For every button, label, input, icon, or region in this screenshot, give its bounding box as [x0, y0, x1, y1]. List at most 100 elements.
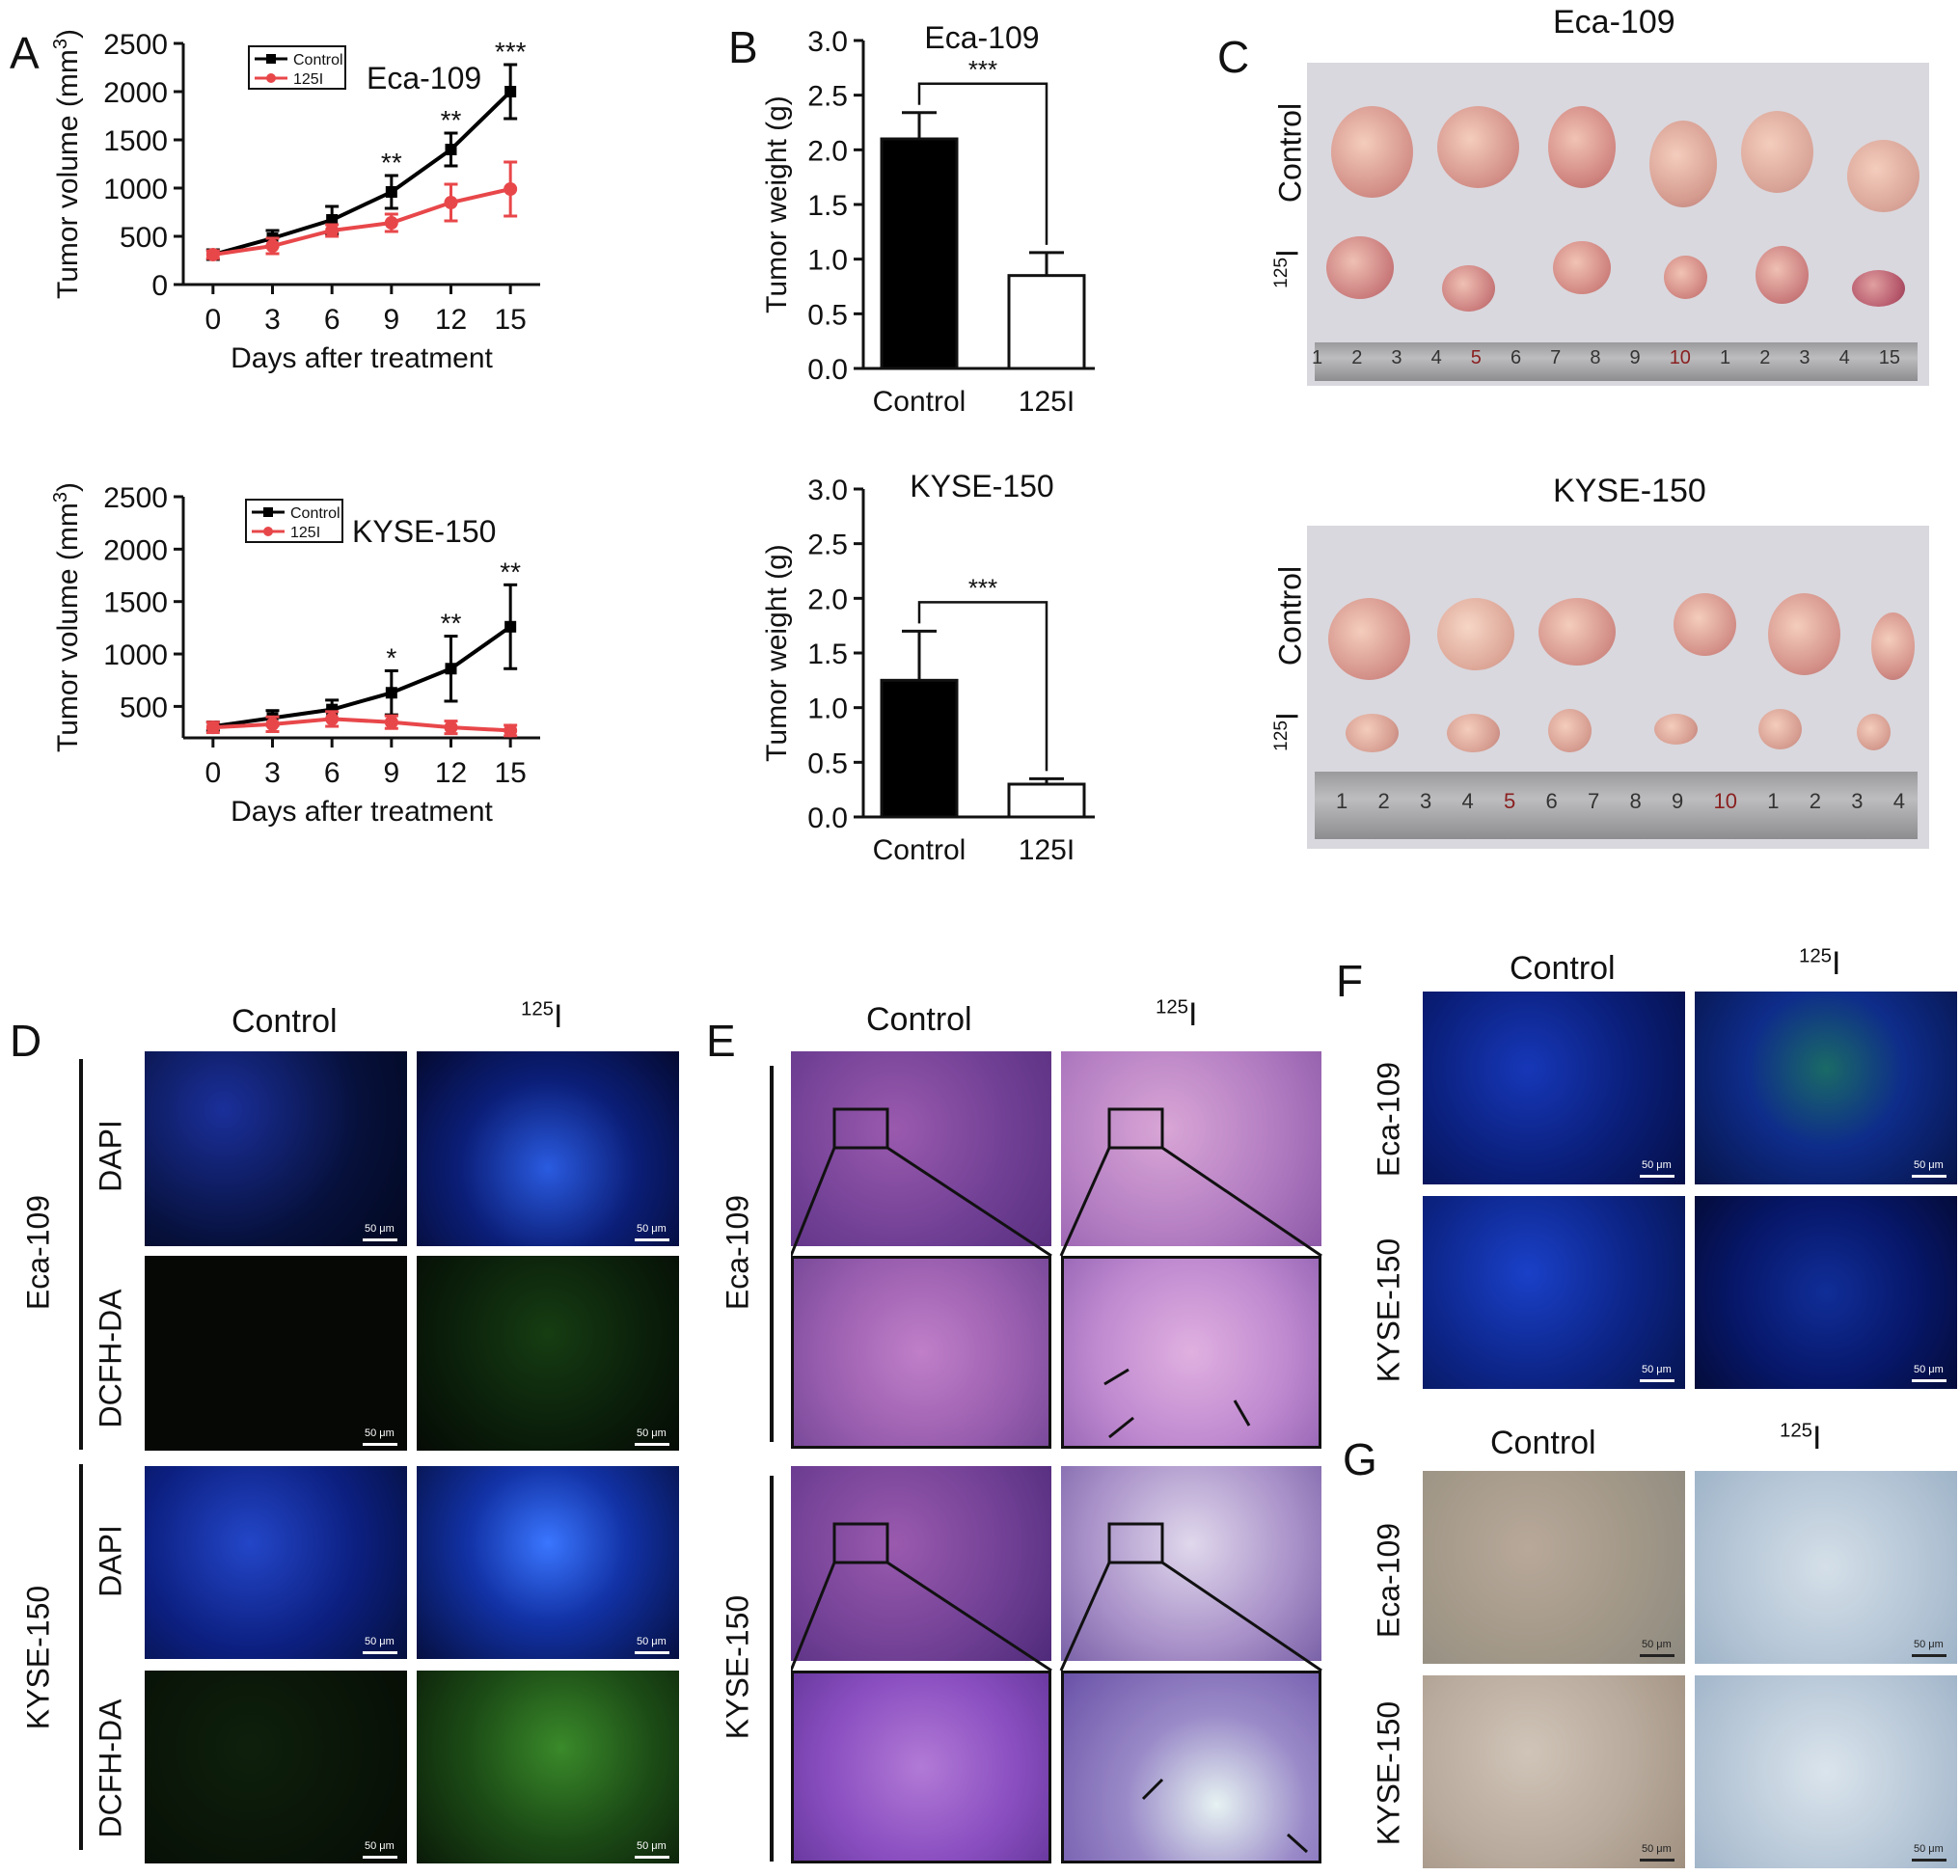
x-tick-label: 9 — [383, 304, 399, 336]
panel-label-a: A — [10, 28, 40, 78]
data-point — [385, 687, 397, 699]
scale-bar — [363, 1651, 397, 1654]
data-point — [445, 144, 457, 155]
y-tick-label: 2.0 — [807, 584, 848, 615]
panel-e-group-eca109: Eca-109 — [720, 1194, 755, 1311]
y-tick-label: 1000 — [103, 639, 168, 671]
x-tick-label: 0 — [204, 304, 221, 336]
scale-bar — [363, 1856, 397, 1859]
significance-label: ** — [500, 557, 521, 586]
scale-bar — [1912, 1175, 1946, 1178]
scale-label: 50 μm — [365, 1840, 395, 1852]
legend-box — [245, 499, 343, 543]
x-tick-label: 15 — [494, 757, 526, 789]
bar — [880, 137, 959, 370]
panel-d-col-control: Control — [231, 1003, 338, 1040]
significance-label: ** — [381, 148, 402, 177]
bar-chart-eca109: 0.0 0.5 1.0 1.5 2.0 2.5 3.0 Tumor weight (g) Eca… — [761, 20, 1095, 418]
x-tick-label: 12 — [435, 757, 467, 789]
x-tick-label: 3 — [264, 304, 281, 336]
series-line — [212, 717, 511, 733]
ruler-numbers-bottom: 1 2 3 4 5 6 7 8 9 10 1 2 3 4 — [1336, 789, 1905, 813]
data-point — [205, 248, 220, 261]
scale-bar — [1640, 1175, 1674, 1178]
data-point — [385, 186, 397, 198]
panel-d-group-eca109: Eca-109 — [20, 1194, 56, 1311]
panel-label-c: C — [1217, 32, 1250, 82]
histology-he-125i — [1061, 1051, 1321, 1246]
chart-title: Eca-109 — [924, 20, 1039, 55]
y-tick-label: 0.5 — [807, 299, 848, 331]
micrograph-f-control — [1423, 992, 1685, 1184]
y-tick-label: 1.0 — [807, 693, 848, 725]
significance-label: ** — [441, 609, 462, 639]
bar — [1007, 274, 1086, 370]
micrograph-dcfh-125i — [417, 1256, 679, 1451]
panel-d-group-kyse150: KYSE-150 — [20, 1585, 56, 1730]
y-tick-label: 2.5 — [807, 530, 848, 561]
panel-label-g: G — [1343, 1434, 1377, 1484]
histology-he-125i — [1061, 1466, 1321, 1661]
data-point — [384, 715, 398, 729]
panel-d-row-dcfh: DCFH-DA — [93, 1289, 128, 1428]
panel-c-title-eca109: Eca-109 — [1553, 4, 1675, 41]
legend-label: 125I — [290, 525, 320, 541]
scale-label: 50 μm — [637, 1427, 667, 1439]
bar-chart-kyse150: 0.0 0.5 1.0 1.5 2.0 2.5 3.0 Tumor weight (g) KYS… — [761, 469, 1095, 866]
micrograph-f-125i — [1695, 992, 1957, 1184]
y-tick-label: 1.0 — [807, 245, 848, 277]
zoom-box-guides — [791, 1107, 1322, 1854]
scale-label: 50 μm — [1914, 1364, 1944, 1375]
y-axis-label: Tumor volume (mm3) — [50, 29, 84, 299]
ruler-numbers-top: 1 2 3 4 5 6 7 8 9 10 1 2 3 4 15 — [1312, 347, 1900, 368]
panel-d-row-dcfh: DCFH-DA — [93, 1699, 128, 1838]
bar — [1007, 782, 1086, 819]
y-tick-label: 0.5 — [807, 748, 848, 779]
scale-bar — [1640, 1654, 1674, 1657]
panel-c-row-control-top: Control — [1272, 102, 1308, 204]
scale-label: 50 μm — [1914, 1159, 1944, 1171]
panel-d-row-dapi: DAPI — [93, 1525, 128, 1597]
data-point — [444, 720, 458, 735]
x-tick-label: 15 — [494, 304, 526, 336]
ihc-g-125i — [1695, 1471, 1957, 1664]
x-tick-label: 12 — [435, 304, 467, 336]
panel-e-col-125i: 125I — [1156, 996, 1198, 1033]
panel-f-row-eca109: Eca-109 — [1371, 1061, 1406, 1178]
group-bracket — [79, 1059, 83, 1450]
x-tick-label: 0 — [204, 757, 221, 789]
data-point — [504, 723, 518, 738]
y-tick-label: 1000 — [103, 174, 168, 205]
panel-g-col-125i: 125I — [1780, 1420, 1822, 1456]
data-point — [504, 86, 517, 97]
significance-bracket — [917, 82, 1048, 245]
ruler — [1315, 772, 1918, 839]
data-point — [384, 216, 398, 230]
scale-bar — [635, 1443, 669, 1446]
x-category-label: 125I — [1019, 834, 1075, 866]
series-line — [212, 187, 511, 257]
data-point — [504, 182, 518, 196]
significance-label: *** — [968, 55, 997, 84]
micrograph-f-control — [1423, 1196, 1685, 1389]
y-tick-label: 0 — [151, 270, 168, 302]
ihc-g-control — [1423, 1675, 1685, 1868]
y-tick-label: 1500 — [103, 125, 168, 157]
panel-label-f: F — [1336, 956, 1364, 1006]
scale-label: 50 μm — [1914, 1843, 1944, 1855]
legend-marker — [263, 507, 273, 517]
micrograph-f-125i — [1695, 1196, 1957, 1389]
y-tick-label: 2500 — [103, 482, 168, 514]
scale-bar — [635, 1856, 669, 1859]
chart-title: Eca-109 — [367, 61, 481, 95]
micrograph-dapi-125i — [417, 1051, 679, 1246]
y-axis-label: Tumor weight (g) — [761, 544, 793, 762]
scale-label: 50 μm — [637, 1223, 667, 1235]
legend-label: Control — [290, 505, 340, 522]
legend-box — [248, 45, 346, 90]
panel-f-col-125i: 125I — [1799, 945, 1841, 982]
x-tick-label: 6 — [324, 304, 340, 336]
scale-bar — [1912, 1859, 1946, 1862]
